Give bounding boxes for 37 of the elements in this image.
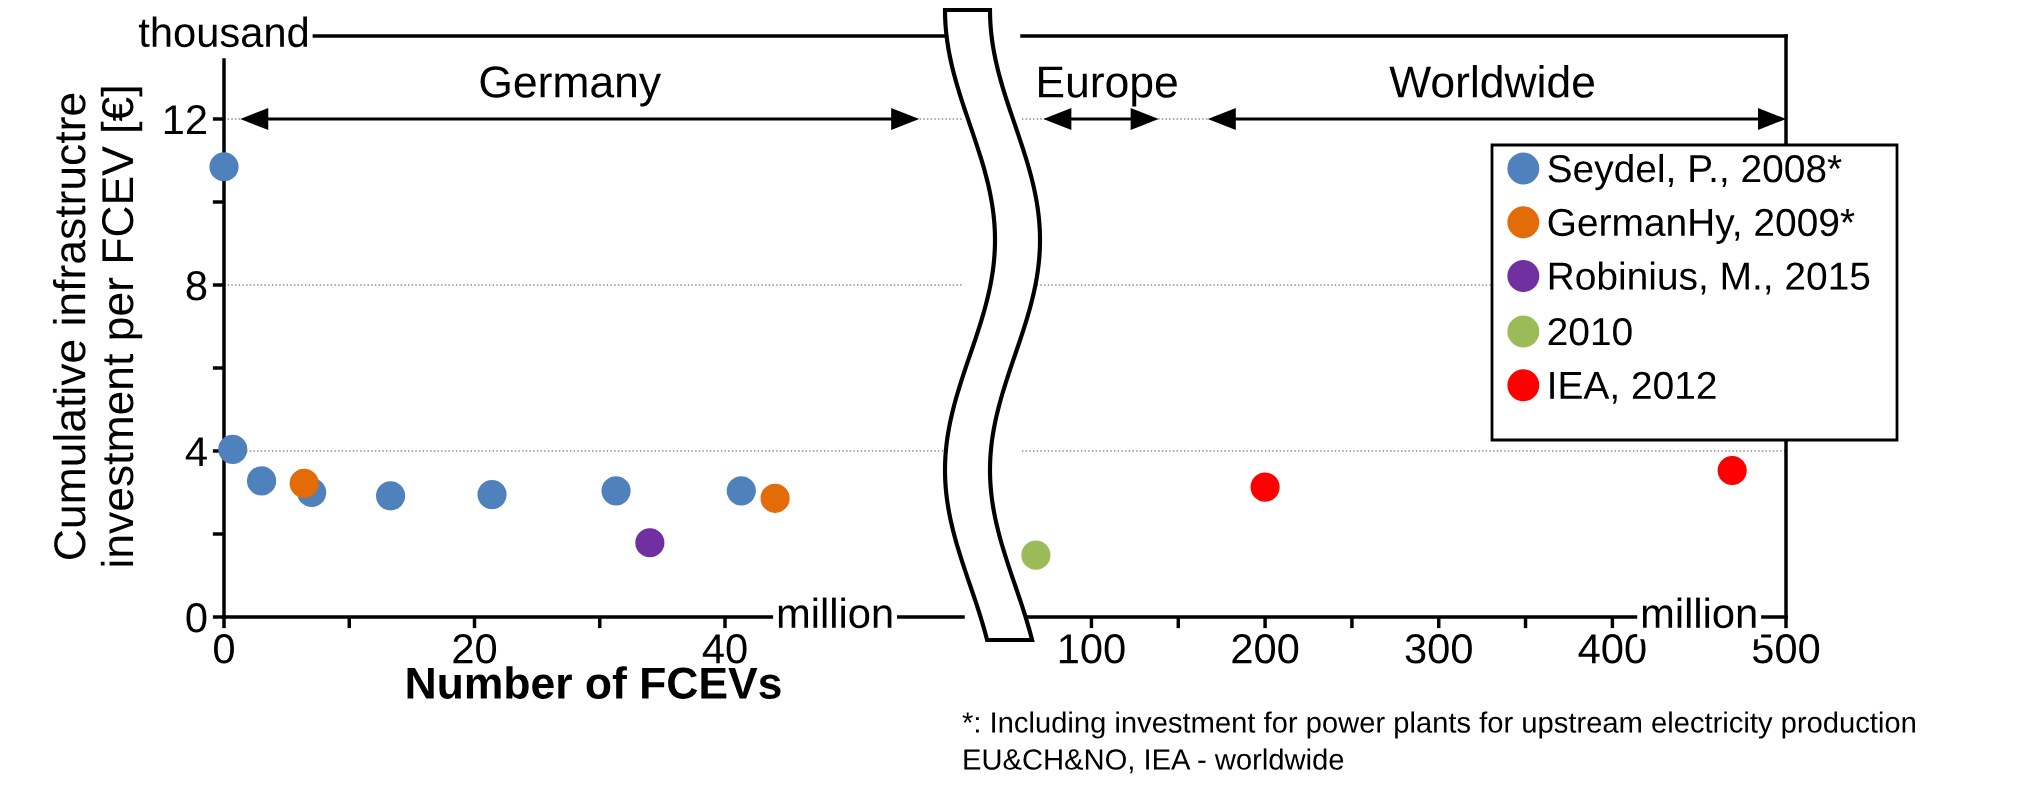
point — [376, 481, 406, 511]
x-tick-label: 100 — [1059, 634, 1125, 664]
legend-label: IEA, 2012 — [1550, 371, 1716, 404]
x-tick-label: 20 — [453, 634, 497, 664]
x-tick-label: 500 — [1752, 634, 1820, 664]
annotation: million — [1642, 597, 1756, 629]
point — [635, 528, 665, 558]
annotation: million — [778, 597, 892, 629]
point — [209, 152, 239, 182]
legend-label: GermanHy, 2009* — [1548, 208, 1855, 244]
x-tick-label: 400 — [1578, 634, 1646, 664]
y-tick-label: 8 — [186, 271, 207, 301]
x-tick-label: 40 — [702, 634, 747, 664]
x-tick-label: 0 — [214, 634, 234, 664]
y-tick-label: 4 — [185, 437, 207, 467]
y-tick-label: 12 — [164, 105, 206, 135]
text: EU&CH&NO, IEA - worldwide — [964, 748, 1344, 774]
point — [726, 476, 756, 506]
point — [246, 466, 277, 496]
legend-label: Robinius, M., 2015 — [1549, 261, 1870, 295]
annotation: thousand — [138, 16, 308, 48]
legend-label: 2010 — [1548, 317, 1632, 346]
annotation: Germany — [480, 66, 662, 107]
annotation: Europe — [1039, 66, 1177, 107]
text: *: Including investment for power plants for upstream electricity production — [962, 711, 1915, 739]
annotation: Worldwide — [1389, 65, 1594, 98]
point — [218, 434, 248, 464]
point — [601, 476, 631, 506]
point — [289, 468, 319, 498]
y-tick-label: 0 — [186, 603, 207, 633]
x-tick-label: 300 — [1405, 634, 1472, 664]
point — [760, 483, 790, 513]
x-tick-label: 200 — [1232, 634, 1299, 664]
legend-label: Seydel, P., 2008* — [1548, 153, 1842, 191]
point — [477, 479, 507, 510]
x-axis-title: Number of FCEVs — [407, 666, 781, 699]
y-axis-title: Cumulative infrastructre investment per FCEV [€] — [52, 87, 143, 566]
